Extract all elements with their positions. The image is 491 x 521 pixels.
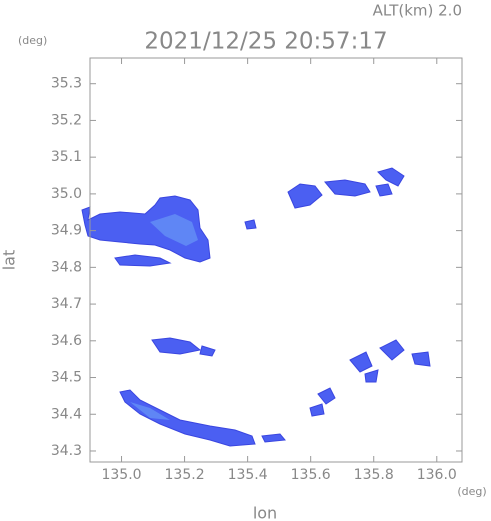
y-tick-label: 34.8	[51, 259, 82, 275]
echo	[150, 214, 198, 246]
x-tick-label: 136.0	[417, 467, 457, 483]
echo	[130, 402, 170, 420]
echo	[119, 389, 256, 447]
y-tick-label: 34.7	[51, 296, 82, 312]
altitude: ALT(km) 2.0	[373, 2, 462, 20]
y-tick-label: 34.4	[51, 406, 82, 422]
echoes	[81, 167, 431, 447]
echo	[81, 195, 211, 263]
x-tick-label: 135.2	[165, 467, 205, 483]
y-tick-label: 34.3	[51, 443, 82, 459]
x-tick-label: 135.6	[291, 467, 331, 483]
echo	[324, 179, 371, 197]
y-unit: (deg)	[18, 34, 47, 47]
y-tick-label: 34.9	[51, 223, 82, 239]
chart-title: 2021/12/25 20:57:17	[144, 29, 387, 55]
echo	[377, 167, 405, 187]
echo	[151, 337, 202, 355]
echo	[364, 369, 379, 383]
echo	[287, 183, 323, 209]
y-axis-label: lat	[0, 250, 19, 271]
echo	[317, 387, 336, 405]
y-tick-label: 35.3	[51, 76, 82, 92]
y-tick-label: 35.1	[51, 149, 82, 165]
y-tick-label: 34.5	[51, 370, 82, 386]
x-tick-label: 135.8	[354, 467, 394, 483]
y-tick-label: 35.2	[51, 112, 82, 128]
echo	[261, 433, 286, 443]
echo	[309, 403, 325, 417]
echo	[244, 219, 257, 230]
echo	[411, 351, 431, 367]
x-tick-label: 135.4	[228, 467, 268, 483]
y-tick-label: 34.6	[51, 333, 82, 349]
plot-frame	[89, 57, 463, 463]
echo	[199, 345, 216, 357]
echo	[114, 254, 172, 267]
echo	[349, 351, 373, 373]
echo	[375, 183, 393, 197]
echo	[379, 339, 405, 361]
x-axis-label: lon	[253, 504, 277, 521]
x-tick-label: 135.0	[101, 467, 141, 483]
x-unit: (deg)	[457, 485, 486, 498]
y-tick-label: 35.0	[51, 186, 82, 202]
